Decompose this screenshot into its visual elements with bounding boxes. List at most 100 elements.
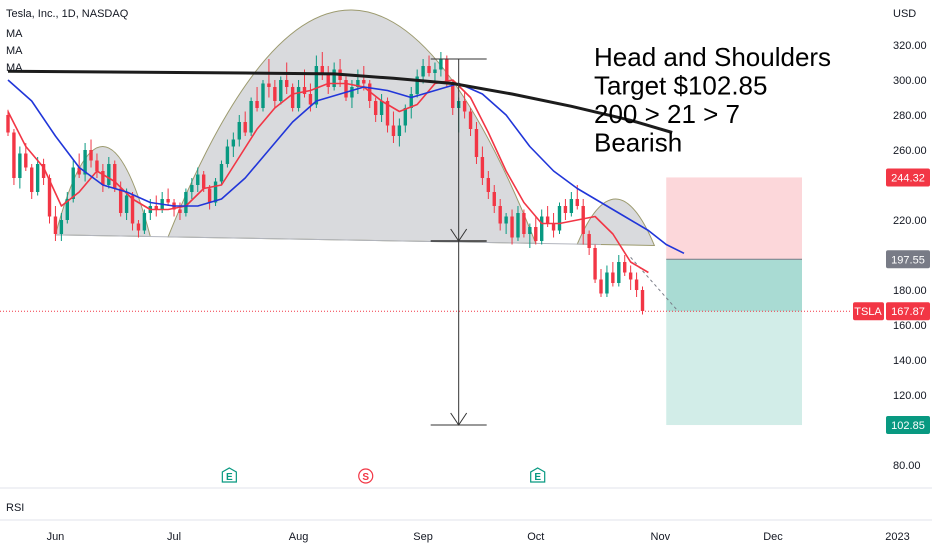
candle-body [492,192,496,206]
candle [290,83,295,112]
candle-body [77,167,81,175]
candle [522,209,526,238]
y-tick-label: 280.00 [893,110,927,122]
candle-body [184,192,188,213]
stop-zone [666,177,802,260]
candle-body [409,94,413,108]
candle [409,87,413,119]
annotation-line: Bearish [594,128,682,158]
candle-body [587,234,591,248]
candle [267,59,271,98]
candle-body [611,272,615,283]
candle-body [569,199,574,213]
candle-body [433,69,437,73]
candle-body [575,199,579,206]
x-tick-label: Oct [527,531,544,543]
annotation-line: Target $102.85 [594,71,767,101]
y-tick-label: 300.00 [893,75,927,87]
candle [540,209,544,245]
candle-body [415,76,419,94]
candle-body [35,164,40,192]
y-tick-label: 320.00 [893,40,927,52]
candle-body [391,125,396,136]
candle-body [41,164,46,178]
candle-body [486,178,491,192]
candle [480,146,485,185]
candle [249,97,253,136]
candle-body [95,160,99,171]
candle-body [557,206,562,231]
candle [356,69,360,94]
candle-body [142,213,147,231]
x-tick-label: Dec [763,531,783,543]
indicator-label: MA [6,45,23,57]
earnings-event-icon [221,467,237,483]
x-tick-label: Sep [413,531,433,543]
ma-line [7,79,685,255]
candle-body [397,125,402,136]
candle [373,97,378,122]
candle-body [498,206,502,224]
candle-body [427,66,431,73]
candle [617,255,621,287]
candle [231,132,236,157]
candle [433,62,437,84]
candle-body [18,153,22,178]
candle [581,199,585,245]
candle-body [53,216,58,234]
candle-body [243,122,247,133]
candle-body [89,150,93,161]
event-label: S [362,472,369,483]
candle [225,139,230,168]
candle [219,160,224,185]
candle-body [617,262,621,283]
candle-body [178,209,182,213]
candle-body [190,185,194,192]
candle-body [47,178,52,217]
candle-body [332,69,336,87]
candle-body [196,174,200,185]
candle-body [628,272,633,280]
candle [593,244,597,283]
candle-body [356,80,360,87]
candle [623,255,627,276]
candle [326,66,330,94]
ma-line [7,79,649,274]
candle-body [451,83,455,108]
candle-body [6,115,10,133]
candle [397,118,402,147]
candle-body [344,80,348,98]
candle [634,272,639,297]
candle [77,153,81,178]
candle-body [581,206,585,234]
x-tick-label: Jul [167,531,181,543]
candle [640,286,645,315]
y-tick-label: 140.00 [893,355,927,367]
candle-body [326,73,330,87]
candle-body [166,199,170,203]
price-badge-label: 197.55 [891,254,925,266]
candle [95,153,99,178]
candle [551,213,556,238]
candle [332,62,336,91]
price-badge-label: 244.32 [891,172,925,184]
candle [47,174,52,224]
candle-body [462,101,467,112]
candle [587,230,591,255]
currency-label: USD [893,8,916,20]
candle [528,223,532,248]
y-tick-label: 80.00 [893,460,921,472]
candle-body [124,195,129,213]
candle [385,97,390,133]
candle-body [101,171,105,185]
symbol-badge [853,302,884,321]
x-tick-label: Jun [47,531,65,543]
candle [53,206,58,241]
candle-body [510,216,514,238]
candle-body [296,87,301,108]
candle-body [640,290,645,311]
candle-body [267,83,271,87]
candle-body [522,213,526,234]
price-badge [886,302,930,321]
